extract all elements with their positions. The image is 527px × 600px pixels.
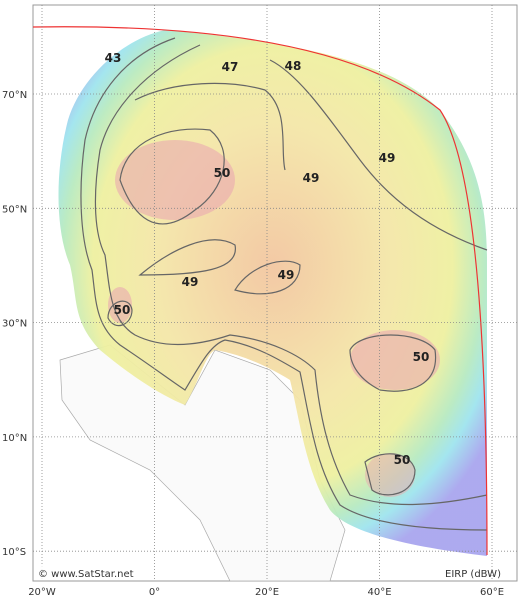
contour-label: 50 bbox=[214, 166, 231, 180]
contour-label: 49 bbox=[379, 151, 396, 165]
contour-label: 49 bbox=[303, 171, 320, 185]
lat-label: 10°S bbox=[2, 547, 26, 558]
credit: © www.SatStar.net bbox=[38, 569, 134, 580]
contour-label: 48 bbox=[285, 59, 302, 73]
contour-line bbox=[138, 239, 236, 276]
contour-line bbox=[80, 37, 488, 531]
contour-label: 50 bbox=[114, 303, 131, 317]
peak-zone bbox=[365, 453, 415, 497]
contour-label: 43 bbox=[105, 51, 122, 65]
lon-label: 0° bbox=[149, 587, 160, 598]
contour-line bbox=[234, 260, 301, 295]
peak-zone bbox=[115, 140, 235, 220]
contour-label: 49 bbox=[278, 268, 295, 282]
lon-label: 40°E bbox=[367, 587, 391, 598]
contour-line bbox=[119, 128, 225, 225]
africa-land bbox=[59, 344, 346, 582]
lat-label: 70°N bbox=[2, 90, 27, 101]
contour-label: 47 bbox=[222, 60, 239, 74]
lat-label: 10°N bbox=[2, 433, 27, 444]
visibility-limit bbox=[32, 26, 488, 556]
lon-label: 20°E bbox=[255, 587, 279, 598]
contour-line bbox=[269, 59, 488, 251]
contour-line bbox=[107, 300, 133, 327]
lon-label: 20°W bbox=[28, 587, 56, 598]
legend: EIRP (dBW) bbox=[445, 569, 501, 580]
contour-label: 50 bbox=[413, 350, 430, 364]
lat-label: 30°N bbox=[2, 319, 27, 330]
credit-bg bbox=[35, 566, 145, 580]
lat-label: 50°N bbox=[2, 204, 27, 215]
contour-line bbox=[364, 453, 416, 496]
peak-zone bbox=[108, 287, 132, 323]
lon-label: 60°E bbox=[480, 587, 504, 598]
contour-line bbox=[94, 44, 488, 506]
contour-label: 49 bbox=[182, 275, 199, 289]
contour-line bbox=[349, 334, 437, 392]
peak-zone bbox=[350, 330, 440, 390]
contour-label: 50 bbox=[394, 453, 411, 467]
contour-line bbox=[134, 82, 286, 171]
